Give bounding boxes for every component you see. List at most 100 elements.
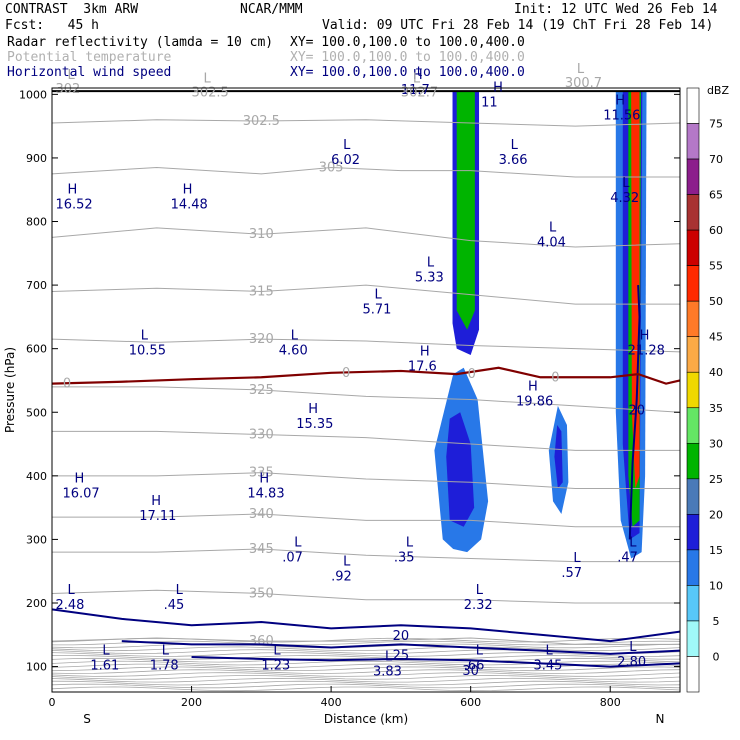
extremum-letter: L xyxy=(549,221,557,236)
theta-contour-label: 345 xyxy=(249,542,274,557)
wind-contour xyxy=(51,608,681,643)
extremum-letter: H xyxy=(308,402,318,417)
extremum-value: 5.71 xyxy=(363,302,392,317)
extremum-letter: H xyxy=(183,182,193,197)
colorbar-tick-label: 50 xyxy=(709,295,723,308)
theta-contour-label: 360 xyxy=(249,634,274,649)
extremum-letter: H xyxy=(615,93,625,108)
theta-upper-contour xyxy=(51,677,681,683)
extremum-value: 1.78 xyxy=(150,658,179,673)
extremum-letter: L xyxy=(102,643,110,658)
extremum-value: .57 xyxy=(561,566,582,581)
theta-contour xyxy=(51,166,680,178)
extremum-letter: L xyxy=(291,329,299,344)
extremum-letter: H xyxy=(413,68,423,83)
theta-upper-contour xyxy=(51,669,681,674)
colorbar-swatch xyxy=(686,87,700,124)
wind-contour-label: 20 xyxy=(628,404,645,419)
plot-frame xyxy=(51,87,681,693)
colorbar-unit: dBZ xyxy=(707,84,730,97)
tropopause-label: 0 xyxy=(63,377,71,392)
colorbar-swatch xyxy=(686,123,700,160)
colorbar-swatch xyxy=(686,265,700,302)
y-tick-label: 500 xyxy=(26,406,47,419)
x-axis-label: Distance (km) xyxy=(324,712,408,726)
extremum-value: 14.83 xyxy=(247,487,284,502)
extremum-value: 10.55 xyxy=(129,344,166,359)
theta-extremum-value: 302 xyxy=(55,82,80,97)
colorbar-tick-label: 65 xyxy=(709,189,723,202)
extremum-letter: L xyxy=(476,643,484,658)
field3-xy: XY= 100.0,100.0 to 100.0,400.0 xyxy=(290,65,525,80)
colorbar-swatch xyxy=(686,656,700,693)
extremum-letter: L xyxy=(406,535,414,550)
x-tick-label: 400 xyxy=(321,696,342,709)
theta-contour-label: 320 xyxy=(249,332,274,347)
extremum-letter: L xyxy=(622,176,630,191)
extremum-value: 15.35 xyxy=(296,417,333,432)
wind-contour xyxy=(121,640,681,655)
extremum-value: 2.48 xyxy=(55,598,84,613)
extremum-value: 1.61 xyxy=(90,658,119,673)
theta-upper-contour xyxy=(51,686,681,692)
theta-contour-label: 340 xyxy=(249,507,274,522)
extremum-value: 4.04 xyxy=(537,236,566,251)
extremum-letter: H xyxy=(74,472,84,487)
theta-extremum-letter: L xyxy=(577,62,585,77)
theta-contour xyxy=(51,589,680,604)
theta-contour xyxy=(52,386,681,413)
colorbar-swatch xyxy=(686,585,700,622)
colorbar-swatch xyxy=(686,194,700,231)
extremum-letter: L xyxy=(343,554,351,569)
colorbar-tick-label: 20 xyxy=(709,508,723,521)
colorbar-tick-label: 60 xyxy=(709,224,723,237)
colorbar-swatch xyxy=(686,300,700,338)
theta-extremum-letter: L xyxy=(204,71,212,86)
colorbar-tick-label: 0 xyxy=(713,650,720,663)
extremum-value: 11 xyxy=(481,96,498,111)
field1-name: Radar reflectivity (lamda = 10 cm) xyxy=(7,35,274,50)
x-tick-label: 600 xyxy=(460,696,481,709)
theta-contour xyxy=(52,430,680,451)
extremum-value: 14.48 xyxy=(171,197,208,212)
tropopause-line xyxy=(51,366,681,385)
colorbar-swatch xyxy=(686,336,700,373)
extremum-value: .07 xyxy=(282,550,303,565)
extremum-letter: L xyxy=(176,583,184,598)
colorbar-swatch xyxy=(686,514,700,551)
extremum-value: 19.86 xyxy=(516,395,553,410)
theta-contour-label: 335 xyxy=(249,466,274,481)
south-label: S xyxy=(83,712,91,726)
colorbar-tick-label: 5 xyxy=(713,615,720,628)
extremum-letter: L xyxy=(273,643,281,658)
field1-xy: XY= 100.0,100.0 to 100.0,400.0 xyxy=(290,35,525,50)
theta-contour xyxy=(51,284,680,305)
extremum-value: 3.66 xyxy=(499,153,528,168)
extremum-letter: H xyxy=(67,182,77,197)
x-tick-label: 0 xyxy=(49,696,56,709)
theta-contour xyxy=(51,338,681,353)
y-tick-label: 400 xyxy=(26,470,47,483)
extremum-value: 17.6 xyxy=(408,360,437,375)
theta-contour-label: 325 xyxy=(249,383,274,398)
theta-upper-contour xyxy=(51,675,681,680)
wind-contour-label: 25 xyxy=(393,648,410,663)
colorbar-swatch xyxy=(686,158,700,195)
extremum-letter: L xyxy=(427,256,435,271)
y-tick-label: 1000 xyxy=(19,88,47,101)
y-tick-label: 100 xyxy=(26,661,47,674)
theta-upper-contour xyxy=(51,666,681,672)
extremum-value: 16.52 xyxy=(55,197,92,212)
tropopause-label: 0 xyxy=(342,366,350,381)
extremum-value: 17.11 xyxy=(139,509,176,524)
plot-area xyxy=(52,88,680,692)
theta-contour-label: 315 xyxy=(249,284,274,299)
reflectivity-side-cell-core xyxy=(554,424,563,489)
extremum-value: .92 xyxy=(331,569,352,584)
theta-contour xyxy=(52,548,680,563)
extremum-value: 16.07 xyxy=(62,487,99,502)
extremum-letter: H xyxy=(420,345,430,360)
colorbar-tick-label: 70 xyxy=(709,153,723,166)
theta-extremum-value: 302.5 xyxy=(192,85,229,100)
